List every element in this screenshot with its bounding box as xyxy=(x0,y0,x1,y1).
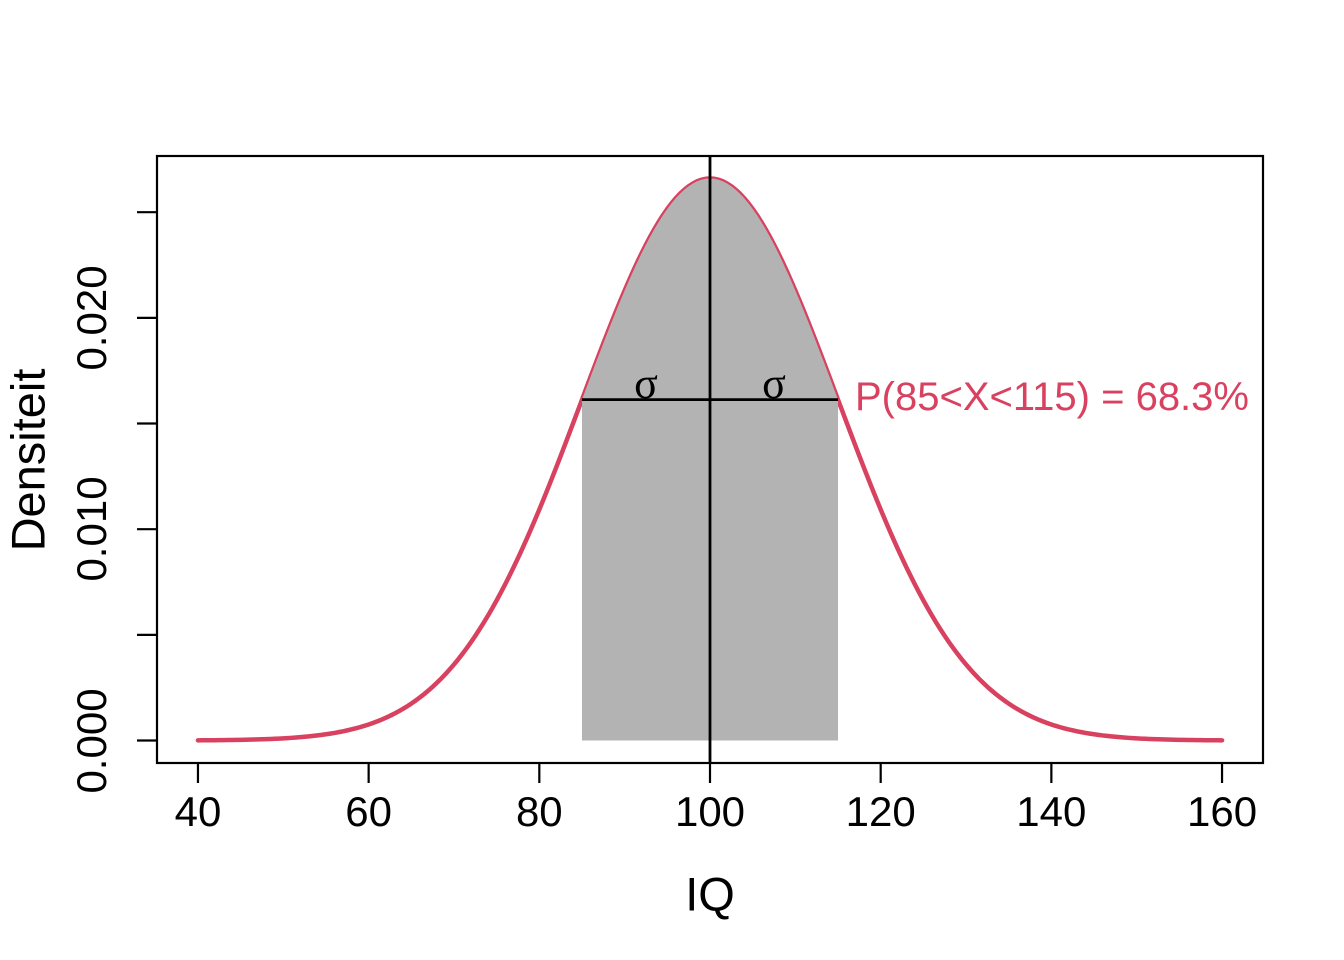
x-tick-label: 80 xyxy=(515,788,563,835)
y-tick-label: 0.010 xyxy=(68,476,115,582)
x-tick-label: 140 xyxy=(1016,788,1087,835)
sigma-label-left: σ xyxy=(634,358,658,408)
y-tick-label: 0.000 xyxy=(68,687,115,794)
x-tick-label: 60 xyxy=(345,788,392,835)
x-tick-label: 100 xyxy=(674,788,746,835)
x-tick-label: 160 xyxy=(1186,788,1258,835)
sigma-label-right: σ xyxy=(762,358,786,408)
probability-annotation: P(85<X<115) = 68.3% xyxy=(855,374,1249,419)
y-tick-label: 0.020 xyxy=(68,265,115,371)
x-axis-title: IQ xyxy=(685,867,735,921)
x-tick-label: 120 xyxy=(845,788,916,835)
x-tick-label: 40 xyxy=(174,788,222,835)
y-axis-title: Densiteit xyxy=(1,368,55,551)
